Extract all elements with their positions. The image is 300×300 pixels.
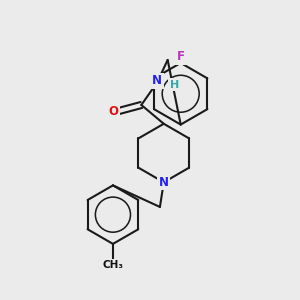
Text: F: F <box>177 50 185 63</box>
Text: N: N <box>159 176 169 189</box>
Text: N: N <box>152 74 162 87</box>
Text: H: H <box>169 80 179 90</box>
Text: O: O <box>109 105 119 118</box>
Text: CH₃: CH₃ <box>102 260 123 271</box>
